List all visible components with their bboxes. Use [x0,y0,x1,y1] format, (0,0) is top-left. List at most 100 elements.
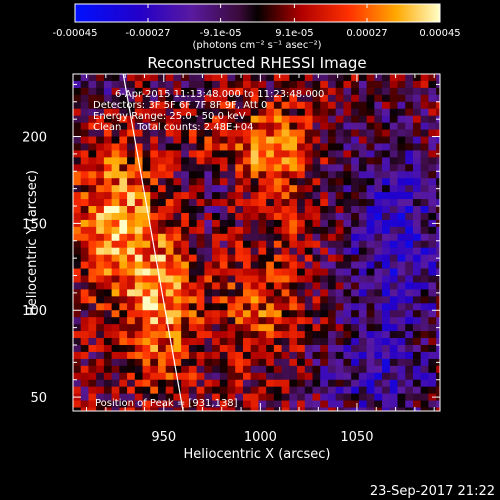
heatmap-pixel [73,386,82,395]
heatmap-pixel [196,136,205,144]
heatmap-pixel [142,289,151,297]
heatmap-pixel [88,80,97,89]
heatmap-pixel [281,338,290,346]
heatmap-pixel [358,233,367,242]
heatmap-pixel [219,310,228,318]
heatmap-pixel [204,268,213,276]
heatmap-pixel [134,136,143,144]
heatmap-pixel [111,212,120,221]
heatmap-pixel [96,219,105,228]
heatmap-pixel [212,178,221,186]
heatmap-pixel [282,414,290,421]
heatmap-pixel [127,80,136,89]
heatmap-pixel [335,94,344,103]
heatmap-pixel [219,303,228,311]
heatmap-pixel [428,192,437,200]
heatmap-pixel [227,199,236,207]
heatmap-pixel [289,94,298,103]
heatmap-pixel [188,199,198,207]
heatmap-pixel [88,199,97,207]
heatmap-pixel [389,185,398,193]
heatmap-pixel [142,226,151,235]
heatmap-pixel [444,359,452,366]
heatmap-pixel [134,87,143,96]
heatmap-pixel [227,212,236,221]
heatmap-pixel [150,150,159,158]
heatmap-pixel [412,289,422,297]
heatmap-pixel [335,143,344,151]
heatmap-pixel [420,226,429,235]
heatmap-pixel [204,254,213,263]
heatmap-pixel [103,171,113,179]
heatmap-pixel [358,150,367,158]
heatmap-pixel [250,108,259,117]
heatmap-pixel [134,358,143,367]
heatmap-pixel [289,240,298,249]
heatmap-pixel [405,247,414,256]
heatmap-pixel [289,185,298,193]
heatmap-pixel [335,219,344,228]
heatmap-pixel [343,164,352,172]
heatmap-pixel [204,414,212,421]
heatmap-pixel [150,219,159,228]
heatmap-pixel [382,324,391,332]
heatmap-pixel [150,171,159,179]
heatmap-pixel [165,136,174,144]
heatmap-pixel [258,351,267,360]
heatmap-pixel [258,268,267,276]
heatmap-pixel [366,178,375,186]
heatmap-pixel [119,358,128,367]
heatmap-pixel [181,164,190,172]
heatmap-pixel [289,400,298,408]
heatmap-pixel [103,386,113,395]
heatmap-pixel [212,199,221,207]
heatmap-pixel [420,164,429,172]
heatmap-pixel [351,171,360,179]
heatmap-pixel [127,268,136,276]
heatmap-pixel [111,171,120,179]
heatmap-pixel [242,164,252,172]
heatmap-pixel [219,233,228,242]
heatmap-pixel [444,282,452,289]
heatmap-pixel [165,324,174,332]
heatmap-pixel [204,192,213,200]
heatmap-pixel [281,192,290,200]
heatmap-pixel [420,129,429,137]
heatmap-pixel [420,212,429,221]
heatmap-pixel [196,338,205,346]
heatmap-pixel [196,219,205,228]
heatmap-pixel [119,407,128,411]
heatmap-pixel [335,338,344,346]
heatmap-pixel [88,171,97,179]
heatmap-pixel [420,393,429,401]
heatmap-pixel [312,407,321,411]
heatmap-pixel [181,115,190,124]
heatmap-pixel [181,108,190,117]
heatmap-pixel [289,157,298,165]
heatmap-pixel [242,407,252,411]
heatmap-pixel [366,87,375,96]
heatmap-pixel [165,317,174,325]
heatmap-pixel [389,317,398,325]
heatmap-pixel [444,352,452,359]
heatmap-pixel [219,247,228,256]
heatmap-pixel [405,108,414,117]
heatmap-pixel [428,87,437,96]
heatmap-pixel [358,379,367,388]
heatmap-pixel [181,150,190,158]
heatmap-pixel [80,351,89,360]
heatmap-pixel [297,303,306,311]
heatmap-pixel [289,268,298,276]
heatmap-pixel [227,296,236,304]
heatmap-pixel [250,80,259,89]
heatmap-pixel [405,379,414,388]
heatmap-pixel [204,178,213,186]
heatmap-pixel [336,414,344,421]
heatmap-pixel [134,338,143,346]
heatmap-pixel [150,275,159,283]
heatmap-pixel [412,393,422,401]
heatmap-pixel [96,400,105,408]
heatmap-pixel [73,358,82,367]
heatmap-pixel [397,386,406,395]
heatmap-pixel [235,115,244,124]
